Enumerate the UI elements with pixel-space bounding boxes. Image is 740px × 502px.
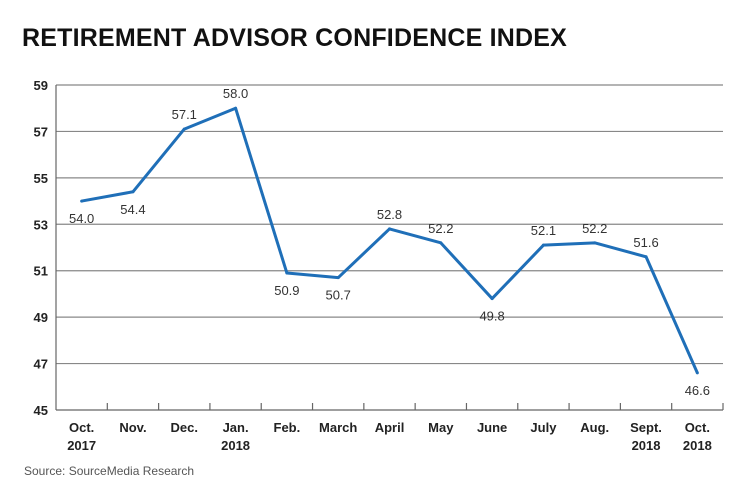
x-tick-label-year: 2018 — [221, 438, 250, 453]
data-point — [644, 255, 648, 259]
x-tick-label: April — [375, 420, 405, 435]
y-tick-label: 45 — [34, 403, 48, 418]
x-tick-label: June — [477, 420, 507, 435]
data-point — [182, 127, 186, 131]
x-tick-label: Oct. — [685, 420, 710, 435]
data-label: 54.4 — [120, 202, 145, 217]
data-label: 52.1 — [531, 223, 556, 238]
x-tick-label: Aug. — [580, 420, 609, 435]
data-point — [593, 241, 597, 245]
y-tick-label: 59 — [34, 78, 48, 93]
series-line — [81, 106, 699, 374]
x-tick-label: March — [319, 420, 357, 435]
data-label: 57.1 — [172, 107, 197, 122]
data-label: 49.8 — [479, 309, 504, 324]
data-label: 51.6 — [633, 235, 658, 250]
y-tick-label: 51 — [34, 264, 48, 279]
x-tick-label: May — [428, 420, 454, 435]
source-note: Source: SourceMedia Research — [24, 464, 195, 478]
chart-title: RETIREMENT ADVISOR CONFIDENCE INDEX — [22, 24, 568, 52]
data-point — [131, 190, 135, 194]
data-label: 50.9 — [274, 283, 299, 298]
data-point — [285, 271, 289, 275]
y-tick-label: 55 — [34, 171, 48, 186]
data-label: 58.0 — [223, 86, 248, 101]
x-tick-label: Dec. — [171, 420, 198, 435]
data-point — [388, 227, 391, 231]
data-point — [234, 106, 238, 110]
data-label: 46.6 — [685, 383, 710, 398]
data-point — [439, 241, 443, 245]
x-tick-label: Sept. — [630, 420, 662, 435]
data-point — [490, 297, 494, 301]
data-label: 54.0 — [69, 211, 94, 226]
x-tick-label-year: 2018 — [632, 438, 661, 453]
data-point — [80, 199, 84, 203]
data-label: 52.8 — [377, 207, 402, 222]
x-tick-label: July — [530, 420, 557, 435]
y-tick-label: 57 — [34, 124, 48, 139]
y-tick-label: 49 — [34, 310, 48, 325]
x-tick-label: Jan. — [223, 420, 249, 435]
data-label: 50.7 — [326, 288, 351, 303]
y-tick-label: 53 — [34, 217, 48, 232]
x-tick-label: Oct. — [69, 420, 94, 435]
data-point — [695, 371, 699, 375]
x-tick-label-year: 2018 — [683, 438, 712, 453]
data-point — [336, 276, 340, 280]
y-tick-label: 47 — [34, 357, 48, 372]
data-point — [541, 243, 545, 247]
x-tick-label: Feb. — [274, 420, 301, 435]
x-tick-label: Nov. — [119, 420, 146, 435]
data-label: 52.2 — [428, 221, 453, 236]
x-tick-label-year: 2017 — [67, 438, 96, 453]
data-label: 52.2 — [582, 221, 607, 236]
